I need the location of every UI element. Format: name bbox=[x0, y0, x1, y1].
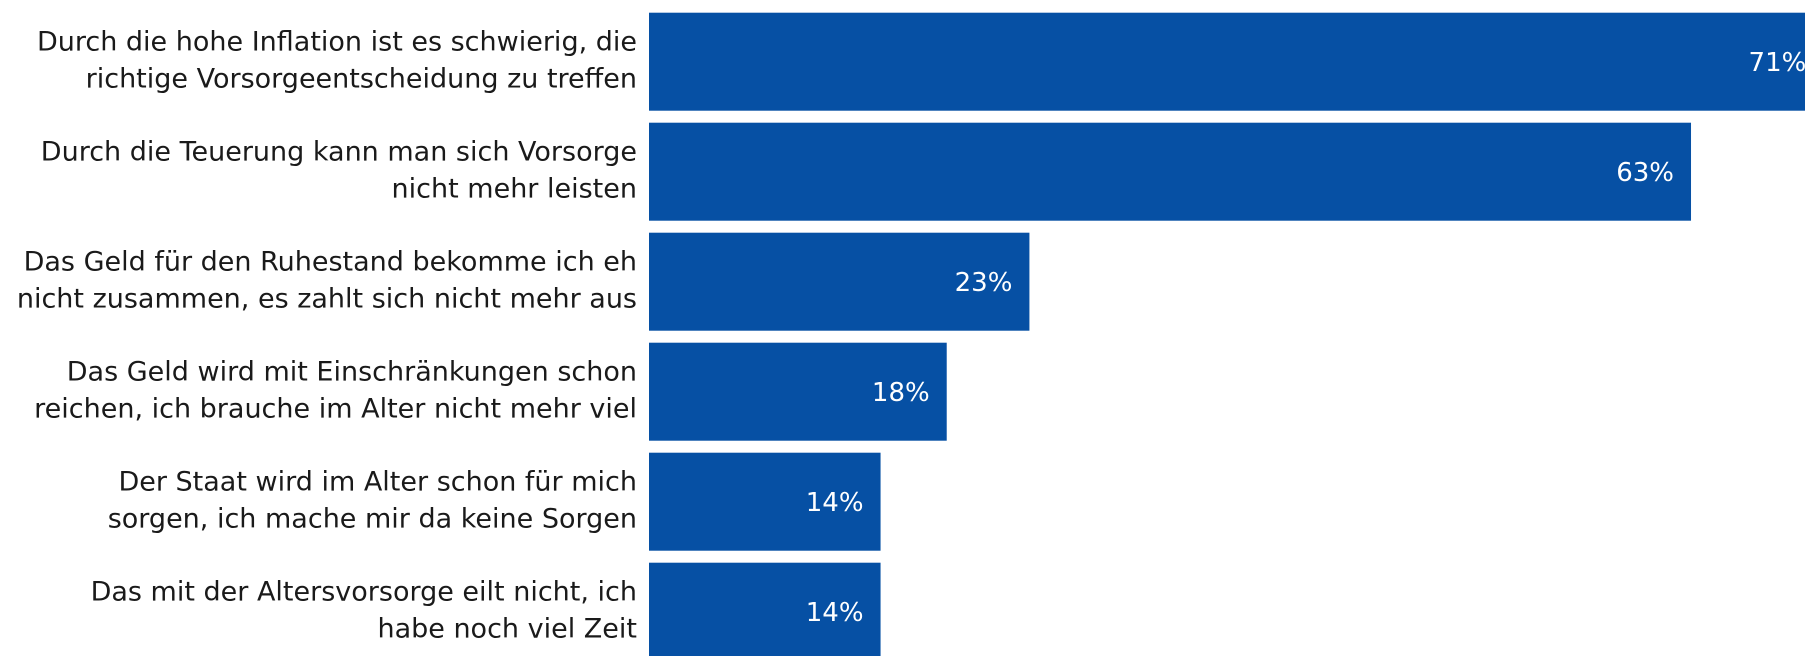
category-label: sorgen, ich mache mir da keine Sorgen bbox=[108, 504, 637, 535]
value-label: 14% bbox=[806, 488, 864, 518]
bar bbox=[649, 232, 1030, 331]
category-label: Das Geld wird mit Einschränkungen schon bbox=[67, 357, 637, 388]
category-label: Durch die Teuerung kann man sich Vorsorg… bbox=[41, 137, 637, 168]
category-label: reichen, ich brauche im Alter nicht mehr… bbox=[34, 394, 637, 425]
bar bbox=[649, 12, 1805, 111]
bar bbox=[649, 452, 881, 551]
category-label: nicht zusammen, es zahlt sich nicht mehr… bbox=[17, 284, 637, 315]
category-label: nicht mehr leisten bbox=[392, 174, 637, 205]
category-label: Durch die hohe Inflation ist es schwieri… bbox=[37, 27, 637, 58]
bar bbox=[649, 342, 947, 441]
category-label: Das mit der Altersvorsorge eilt nicht, i… bbox=[91, 577, 637, 608]
value-label: 63% bbox=[1616, 158, 1674, 188]
value-label: 14% bbox=[806, 598, 864, 628]
bar bbox=[649, 122, 1692, 221]
bar bbox=[649, 562, 881, 656]
category-label: Das Geld für den Ruhestand bekomme ich e… bbox=[24, 247, 637, 278]
category-label: habe noch viel Zeit bbox=[377, 614, 637, 645]
value-label: 71% bbox=[1749, 48, 1805, 78]
value-label: 18% bbox=[872, 378, 930, 408]
value-label: 23% bbox=[955, 268, 1013, 298]
category-label: Der Staat wird im Alter schon für mich bbox=[118, 467, 637, 498]
category-label: richtige Vorsorgeentscheidung zu treffen bbox=[86, 64, 637, 95]
